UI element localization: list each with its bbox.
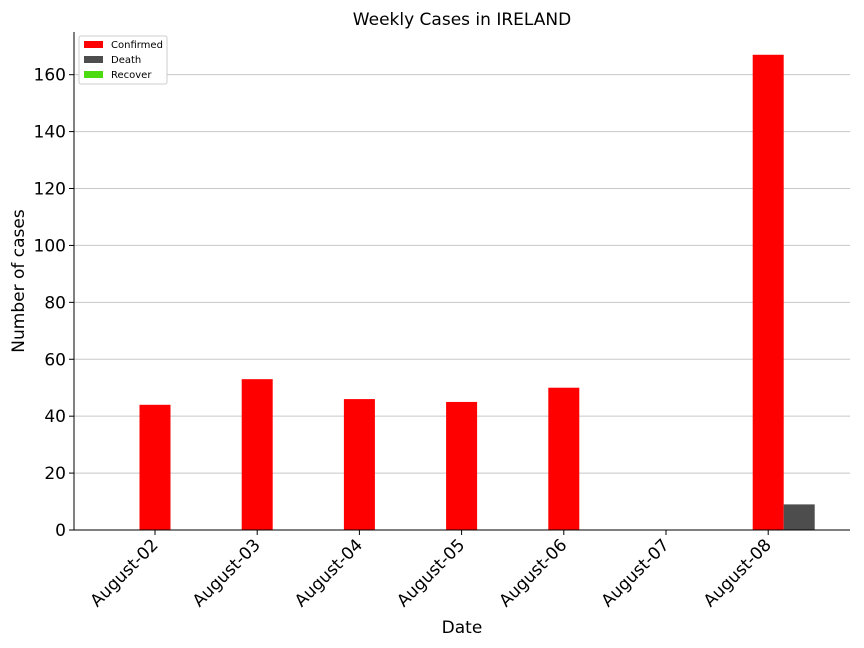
legend-swatch-death: [84, 56, 103, 63]
bar-confirmed-august-05: [446, 401, 478, 530]
bars: [139, 54, 815, 530]
y-tick-label-3: 60: [44, 350, 66, 370]
x-tick-label-4: August-06: [495, 535, 571, 611]
gridlines: [74, 74, 850, 474]
legend-label-recover: Recover: [111, 70, 152, 81]
y-axis-ticks: 0 20 40 60 80 100 120 140 160: [34, 66, 74, 541]
x-tick-label-3: August-05: [393, 535, 469, 611]
y-tick-label-4: 80: [44, 293, 66, 313]
x-tick-label-1: August-03: [189, 535, 265, 611]
x-tick-label-5: August-07: [598, 535, 674, 611]
y-tick-label-1: 20: [44, 464, 66, 484]
x-tick-label-6: August-08: [700, 535, 776, 611]
y-axis-label: Number of cases: [9, 209, 29, 353]
bar-confirmed-august-02: [139, 404, 171, 530]
y-tick-label-0: 0: [55, 521, 66, 541]
bar-confirmed-august-03: [241, 379, 273, 530]
y-tick-label-6: 120: [34, 180, 66, 200]
y-tick-label-7: 140: [34, 123, 66, 143]
bar-death-august-08: [783, 504, 815, 530]
x-tick-label-0: August-02: [87, 535, 163, 611]
x-tick-label-2: August-04: [291, 535, 367, 611]
legend-label-death: Death: [111, 55, 141, 66]
y-tick-label-2: 40: [44, 407, 66, 427]
legend-swatch-recover: [84, 71, 103, 78]
x-axis-ticks: August-02 August-03 August-04 August-05 Augu…: [87, 530, 776, 611]
legend-swatch-confirmed: [84, 41, 103, 48]
x-axis-label: Date: [442, 618, 483, 638]
bar-confirmed-august-04: [343, 399, 375, 530]
legend: Confirmed Death Recover: [78, 35, 168, 85]
y-tick-label-8: 160: [34, 66, 66, 86]
chart-title: Weekly Cases in IRELAND: [353, 10, 571, 30]
legend-label-confirmed: Confirmed: [111, 40, 163, 51]
y-tick-label-5: 100: [34, 236, 66, 256]
bar-confirmed-august-08: [752, 54, 784, 530]
bar-confirmed-august-06: [548, 387, 580, 530]
